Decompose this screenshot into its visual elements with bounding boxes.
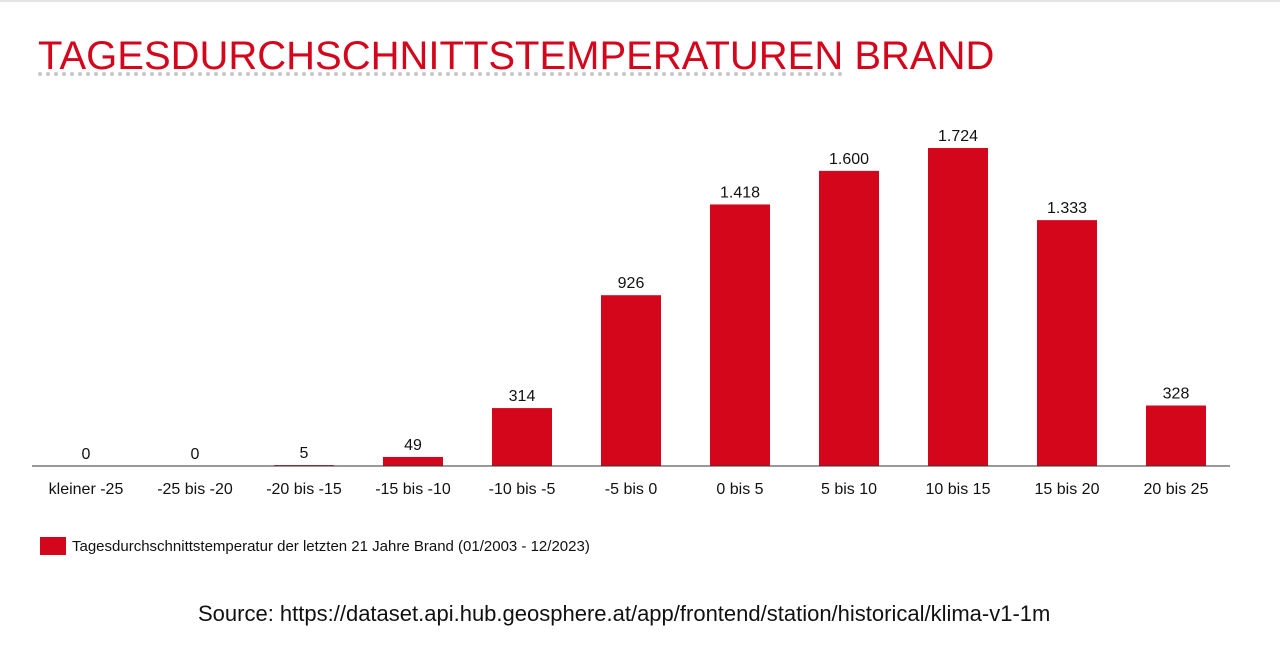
bar [1146, 405, 1206, 466]
category-tick-label: 20 bis 25 [1144, 481, 1209, 498]
bar-chart: 0 0 5 49 314 926 1.418 1.600 1.724 1.333 328 klein… [32, 128, 1230, 498]
data-label: 1.418 [720, 184, 760, 201]
category-tick-label: -25 bis -20 [157, 481, 233, 498]
legend-label: Tagesdurchschnittstemperatur der letzten… [72, 537, 590, 555]
category-labels-group: kleiner -25 -25 bis -20 -20 bis -15 -15 bis… [49, 481, 1209, 498]
category-tick-label: -5 bis 0 [605, 481, 658, 498]
data-label: 1.333 [1047, 200, 1087, 217]
legend-swatch [40, 537, 66, 555]
bars-group [274, 148, 1206, 467]
chart-title: TAGESDURCHSCHNITTSTEMPERATUREN BRAND [38, 36, 994, 76]
data-label: 314 [509, 388, 536, 405]
category-tick-label: -20 bis -15 [266, 481, 342, 498]
category-tick-label: 5 bis 10 [821, 481, 877, 498]
data-label: 49 [404, 437, 422, 454]
category-tick-label: 10 bis 15 [926, 481, 991, 498]
data-label: 1.600 [829, 151, 869, 168]
value-labels-group: 0 0 5 49 314 926 1.418 1.600 1.724 1.333 328 [82, 128, 1190, 463]
bar [383, 456, 443, 466]
data-label: 1.724 [938, 128, 978, 145]
bar [928, 148, 988, 467]
source-text: Source: https://dataset.api.hub.geospher… [198, 601, 1051, 626]
category-tick-label: -10 bis -5 [489, 481, 556, 498]
bar [601, 295, 661, 466]
data-label: 926 [618, 275, 645, 292]
chart-title-main: TAGESDURCHSCHNITTSTEMPERATUREN [38, 34, 844, 78]
bar [819, 170, 879, 466]
chart-title-suffix: BRAND [843, 34, 995, 78]
category-tick-label: kleiner -25 [49, 481, 124, 498]
legend: Tagesdurchschnittstemperatur der letzten… [40, 537, 590, 555]
category-tick-label: 15 bis 20 [1035, 481, 1100, 498]
bar [492, 408, 552, 466]
data-label: 0 [191, 446, 200, 463]
category-tick-label: -15 bis -10 [375, 481, 451, 498]
data-label: 328 [1163, 386, 1190, 403]
bar [1037, 220, 1097, 466]
data-label: 5 [300, 445, 309, 462]
data-label: 0 [82, 446, 91, 463]
top-border [0, 0, 1280, 2]
bar [710, 204, 770, 467]
category-tick-label: 0 bis 5 [716, 481, 763, 498]
